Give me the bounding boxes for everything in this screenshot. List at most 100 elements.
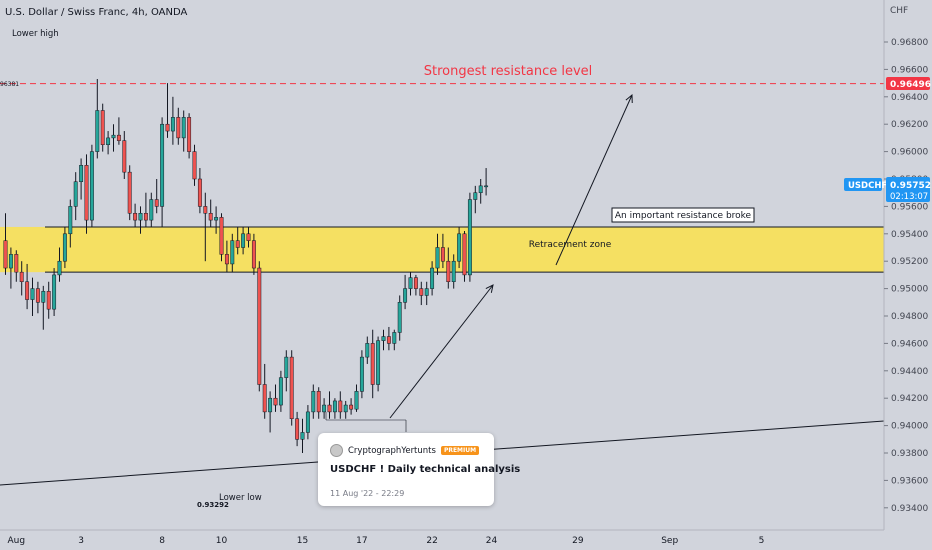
candle-body	[214, 217, 219, 221]
resistance-price-tag	[886, 77, 930, 90]
price-tick-label: 0.93400	[891, 504, 928, 514]
price-tick-label: 0.96600	[891, 65, 928, 75]
candle-body	[111, 134, 116, 139]
candle-body	[316, 391, 321, 413]
author-avatar	[330, 444, 343, 457]
time-tick-label: 8	[159, 536, 165, 546]
candle-body	[343, 404, 348, 413]
price-tick-label: 0.94400	[891, 367, 928, 377]
candle-body	[89, 151, 94, 221]
candle-body	[30, 288, 35, 300]
idea-title[interactable]: USDCHF ! Daily technical analysis	[330, 464, 521, 475]
candle-body	[257, 267, 262, 385]
resistance-broke-box	[611, 207, 755, 223]
candle-body	[338, 400, 343, 413]
price-tick-label: 0.95400	[891, 230, 928, 240]
candle-body	[354, 391, 359, 410]
candle-body	[251, 240, 256, 269]
candle-body	[224, 254, 229, 265]
candle-body	[116, 134, 121, 141]
candle-body	[246, 233, 251, 241]
candle-body	[8, 254, 13, 269]
candle-body	[457, 233, 462, 262]
candle-body	[25, 281, 30, 300]
idea-card[interactable]: CryptographYertunts PREMIUM USDCHF ! Dai…	[318, 433, 520, 506]
candle-body	[19, 271, 24, 283]
candle-body	[311, 391, 316, 413]
candle-body	[392, 332, 397, 344]
candle-body	[300, 432, 305, 440]
candle-body	[430, 267, 435, 289]
lower-low-value-label: 0.93292	[197, 501, 229, 509]
candle-body	[305, 411, 310, 433]
candle-body	[478, 185, 483, 193]
candle-body	[170, 117, 175, 132]
candle-body	[273, 397, 278, 406]
time-tick-label: 17	[356, 536, 367, 546]
candle-body	[424, 288, 429, 296]
time-tick-label: Aug	[8, 536, 26, 546]
candle-body	[68, 206, 73, 235]
lower-low-label: Lower low	[219, 493, 262, 503]
candle-body	[203, 206, 208, 214]
candle-body	[149, 199, 154, 221]
candle-body	[413, 277, 418, 289]
candle-body	[219, 217, 224, 255]
candle-body	[41, 291, 46, 303]
candle-body	[133, 213, 138, 221]
axis-currency-label: CHF	[890, 6, 908, 16]
candle-body	[95, 110, 100, 152]
lower-high-label: Lower high	[12, 29, 59, 39]
countdown-text: 02:13:07	[890, 192, 928, 202]
price-tick-label: 0.96200	[891, 120, 928, 130]
candle-body	[359, 356, 364, 392]
price-tick-label: 0.96800	[891, 38, 928, 48]
candle-body	[197, 178, 202, 207]
candle-body	[52, 274, 57, 310]
price-tick-label: 0.96400	[891, 93, 928, 103]
strongest-resistance-label: Strongest resistance level	[424, 64, 593, 79]
price-tick-label: 0.95200	[891, 257, 928, 267]
candle-body	[484, 185, 489, 188]
price-tick-label: 0.93800	[891, 449, 928, 459]
candle-body	[397, 302, 402, 333]
time-tick-label: 24	[486, 536, 498, 546]
time-tick-label: 3	[78, 536, 84, 546]
price-tick-label: 0.95600	[891, 202, 928, 212]
candle-body	[208, 213, 213, 221]
candle-body	[289, 356, 294, 420]
time-axis[interactable]: Aug 3 8 10 15 17 22 24 29 Sep 5	[8, 536, 765, 546]
candle-body	[241, 233, 246, 248]
price-tick-label: 0.94200	[891, 394, 928, 404]
candle-body	[419, 288, 424, 296]
candle-body	[138, 213, 143, 221]
idea-date: 11 Aug '22 - 22:29	[330, 489, 405, 498]
arrow-up-to-resistance	[555, 94, 633, 266]
arrow-up-to-zone	[389, 284, 494, 419]
price-tick-label: 0.95000	[891, 285, 928, 295]
candle-body	[435, 247, 440, 269]
candle-body	[154, 199, 159, 207]
arrow-up-to-resistance-head	[625, 93, 633, 104]
candle-body	[181, 117, 186, 139]
candle-body	[365, 343, 370, 358]
price-tick-label: 0.94600	[891, 339, 928, 349]
candle-body	[192, 151, 197, 180]
candle-body	[14, 254, 19, 273]
price-tick-label: 0.94800	[891, 312, 928, 322]
candle-body	[268, 397, 273, 413]
candle-body	[187, 117, 192, 152]
candle-body	[332, 400, 337, 413]
chart-title: U.S. Dollar / Swiss Franc, 4h, OANDA	[5, 7, 188, 18]
candle-body	[79, 165, 84, 182]
candle-body	[440, 247, 445, 262]
candle-body	[84, 165, 89, 221]
candle-body	[165, 123, 170, 132]
candle-body	[235, 240, 240, 248]
price-tick-label: 0.94000	[891, 422, 928, 432]
author-name[interactable]: CryptographYertunts	[348, 445, 436, 456]
candle-body	[386, 336, 391, 344]
candle-body	[262, 384, 267, 413]
time-tick-label: 5	[759, 536, 765, 546]
candle-body	[160, 123, 165, 207]
